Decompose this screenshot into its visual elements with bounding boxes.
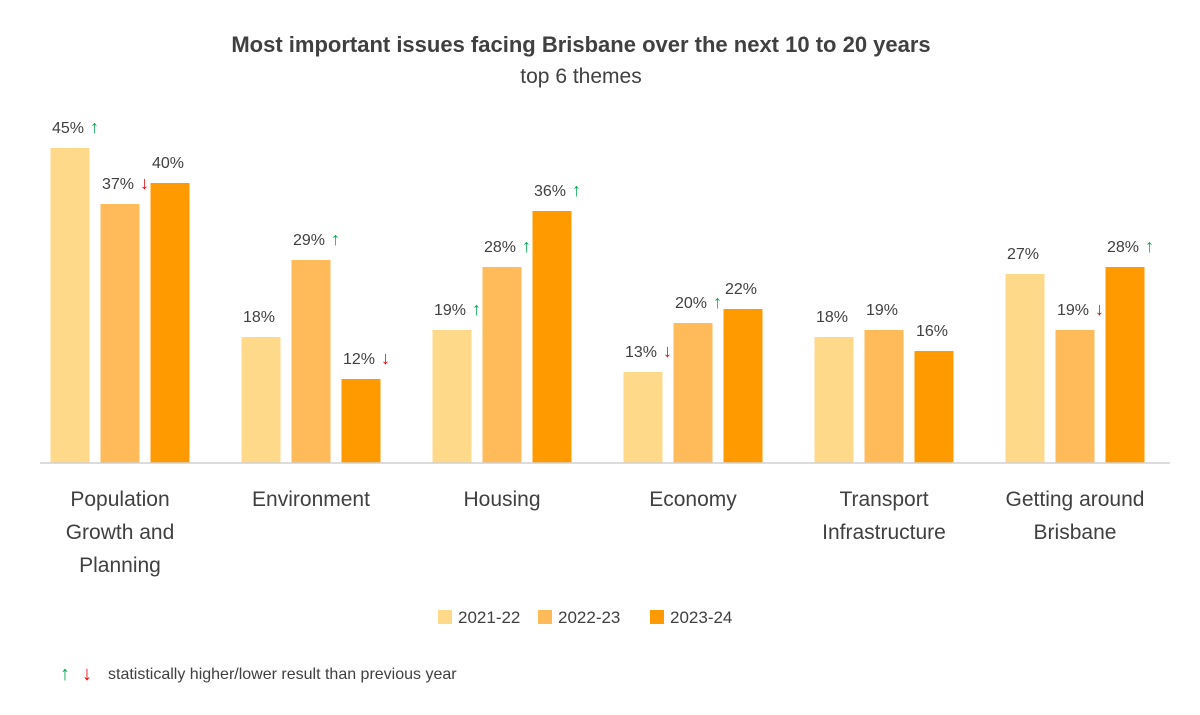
- legend-swatch-2022-23: [538, 610, 552, 624]
- chart-subtitle: top 6 themes: [520, 65, 641, 88]
- arrow-up-icon: ↑: [1145, 236, 1154, 256]
- category-label-0-line2: Planning: [79, 554, 161, 577]
- data-label-2021-22-cat1: 18%: [243, 309, 275, 326]
- bar-2022-23-cat4: [864, 330, 904, 463]
- bar-2023-24-cat1: [341, 379, 381, 463]
- bar-2023-24-cat2: [532, 211, 572, 463]
- footnote-up-arrow-icon: ↑: [60, 663, 70, 685]
- arrow-down-icon: ↓: [663, 341, 672, 361]
- category-label-0-line0: Population: [70, 488, 169, 511]
- category-label-5-line1: Brisbane: [1034, 521, 1117, 544]
- data-label-2021-22-cat0: 45%: [52, 120, 84, 137]
- bar-2023-24-cat0: [150, 183, 190, 463]
- data-label-2021-22-cat4: 18%: [816, 309, 848, 326]
- bar-2022-23-cat3: [673, 323, 713, 463]
- bars-group: [50, 148, 1145, 463]
- arrow-up-icon: ↑: [713, 292, 722, 312]
- bar-2022-23-cat5: [1055, 330, 1095, 463]
- data-label-2023-24-cat5: 28%: [1107, 239, 1139, 256]
- category-labels-group: Population Growth and Planning Environment H…: [66, 488, 1145, 577]
- legend-swatch-2021-22: [438, 610, 452, 624]
- data-label-2022-23-cat4: 19%: [866, 302, 898, 319]
- data-label-2022-23-cat5: 19%: [1057, 302, 1089, 319]
- legend: 2021-22 2022-23 2023-24: [438, 608, 732, 627]
- category-label-4-line0: Transport: [839, 488, 928, 511]
- data-label-2022-23-cat2: 28%: [484, 239, 516, 256]
- bar-2022-23-cat2: [482, 267, 522, 463]
- data-label-2023-24-cat4: 16%: [916, 323, 948, 340]
- legend-swatch-2023-24: [650, 610, 664, 624]
- category-label-2-line0: Housing: [463, 488, 540, 511]
- bar-2021-22-cat4: [814, 337, 854, 463]
- arrow-up-icon: ↑: [572, 180, 581, 200]
- data-label-2023-24-cat1: 12%: [343, 351, 375, 368]
- bar-2023-24-cat4: [914, 351, 954, 463]
- arrow-up-icon: ↑: [472, 299, 481, 319]
- bar-2022-23-cat0: [100, 204, 140, 463]
- data-label-2022-23-cat0: 37%: [102, 176, 134, 193]
- category-label-5-line0: Getting around: [1006, 488, 1145, 511]
- category-label-4-line1: Infrastructure: [822, 521, 946, 544]
- bar-2023-24-cat3: [723, 309, 763, 463]
- chart-title: Most important issues facing Brisbane ov…: [231, 32, 930, 57]
- arrow-up-icon: ↑: [90, 117, 99, 137]
- legend-label-2023-24: 2023-24: [670, 608, 732, 627]
- arrow-up-icon: ↑: [331, 229, 340, 249]
- bar-labels-group: 45% ↑37% ↓40%18%29% ↑12% ↓19% ↑28% ↑36% ↑13% ↓20…: [52, 117, 1154, 368]
- arrow-down-icon: ↓: [381, 348, 390, 368]
- footnote-text: statistically higher/lower result than p…: [108, 666, 457, 683]
- data-label-2021-22-cat3: 13%: [625, 344, 657, 361]
- bar-2021-22-cat1: [241, 337, 281, 463]
- bar-2021-22-cat5: [1005, 274, 1045, 463]
- category-label-0-line1: Growth and: [66, 521, 175, 544]
- footnote: ↑ ↓ statistically higher/lower result th…: [60, 663, 457, 685]
- data-label-2022-23-cat1: 29%: [293, 232, 325, 249]
- arrow-up-icon: ↑: [522, 236, 531, 256]
- arrow-down-icon: ↓: [1095, 299, 1104, 319]
- legend-label-2022-23: 2022-23: [558, 608, 620, 627]
- data-label-2021-22-cat5: 27%: [1007, 246, 1039, 263]
- bar-2023-24-cat5: [1105, 267, 1145, 463]
- category-label-1-line0: Environment: [252, 488, 370, 511]
- bar-2021-22-cat3: [623, 372, 663, 463]
- data-label-2022-23-cat3: 20%: [675, 295, 707, 312]
- data-label-2023-24-cat3: 22%: [725, 281, 757, 298]
- footnote-down-arrow-icon: ↓: [82, 663, 92, 685]
- legend-label-2021-22: 2021-22: [458, 608, 520, 627]
- category-label-3-line0: Economy: [649, 488, 737, 511]
- data-label-2023-24-cat0: 40%: [152, 155, 184, 172]
- arrow-down-icon: ↓: [140, 173, 149, 193]
- data-label-2021-22-cat2: 19%: [434, 302, 466, 319]
- bar-2022-23-cat1: [291, 260, 331, 463]
- bar-2021-22-cat2: [432, 330, 472, 463]
- bar-2021-22-cat0: [50, 148, 90, 463]
- data-label-2023-24-cat2: 36%: [534, 183, 566, 200]
